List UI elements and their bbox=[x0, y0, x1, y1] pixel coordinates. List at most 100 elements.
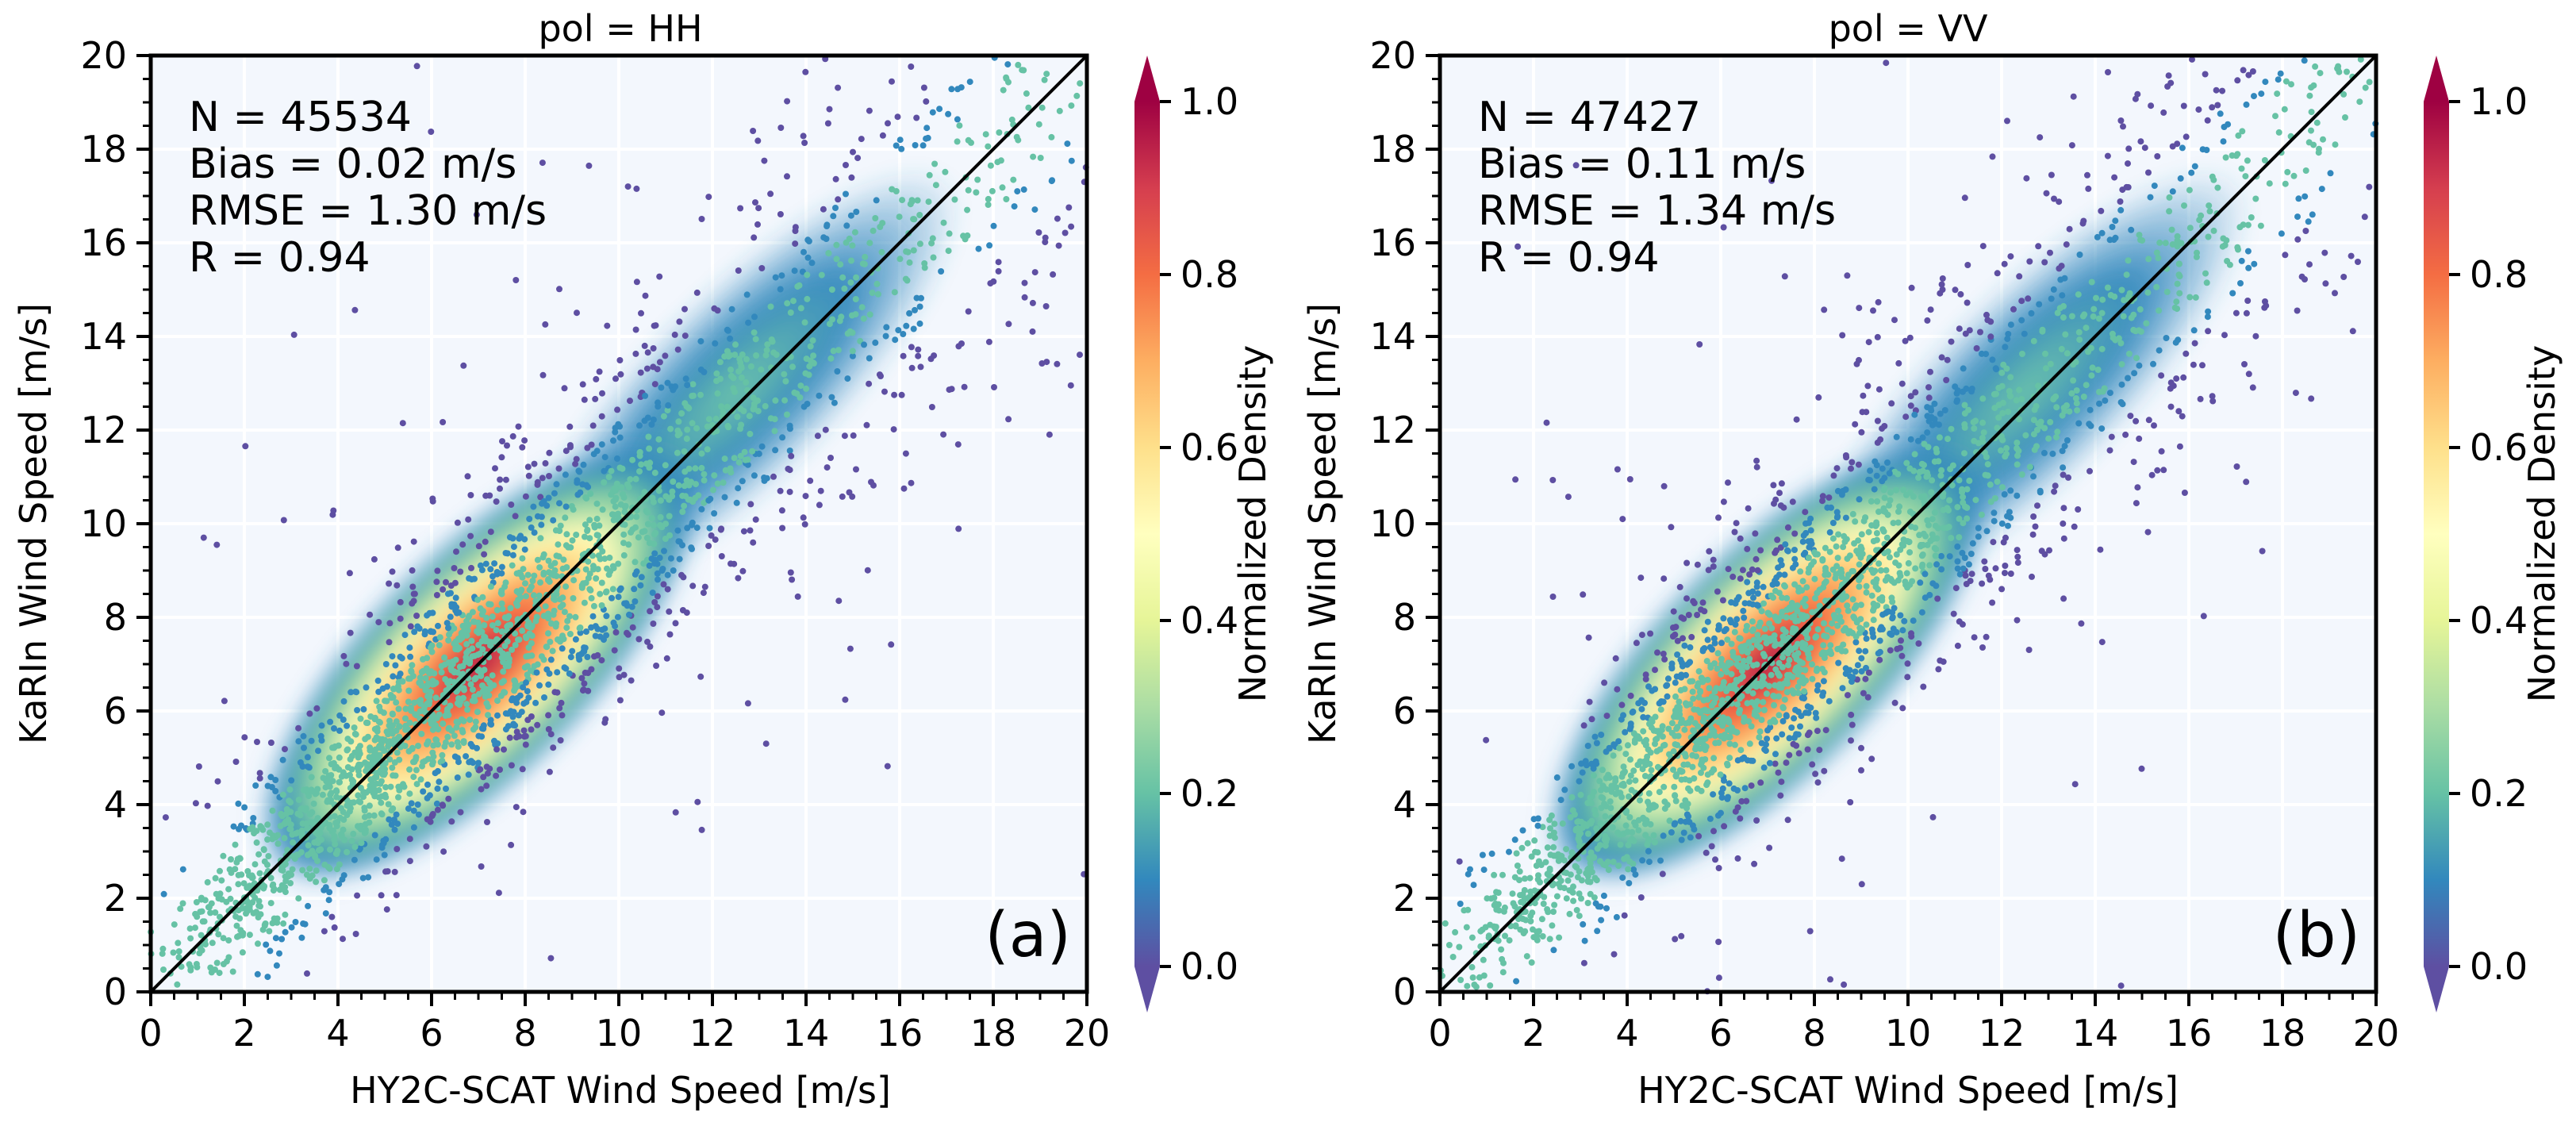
scatter-point bbox=[2160, 467, 2167, 474]
scatter-point bbox=[1841, 981, 1848, 988]
scatter-point bbox=[956, 122, 963, 129]
scatter-point bbox=[417, 776, 424, 783]
scatter-point bbox=[593, 375, 600, 382]
scatter-point bbox=[299, 866, 306, 874]
scatter-point bbox=[1849, 459, 1856, 466]
scatter-point bbox=[2302, 276, 2308, 282]
scatter-point bbox=[2169, 188, 2176, 195]
scatter-point bbox=[336, 712, 344, 719]
scatter-point bbox=[448, 741, 455, 748]
scatter-point bbox=[485, 712, 491, 719]
scatter-point bbox=[331, 924, 338, 931]
scatter-point bbox=[1879, 597, 1886, 604]
scatter-point bbox=[809, 337, 816, 344]
scatter-point bbox=[386, 639, 393, 646]
scatter-point bbox=[1840, 544, 1847, 551]
scatter-point bbox=[1880, 505, 1887, 512]
scatter-point bbox=[606, 554, 613, 561]
scatter-point bbox=[498, 679, 505, 686]
scatter-point bbox=[932, 182, 939, 189]
scatter-point bbox=[1725, 734, 1732, 740]
scatter-point bbox=[388, 821, 395, 828]
scatter-point bbox=[1791, 715, 1798, 722]
x-tick-labels: 0 2 4 6 8 10 12 14 16 18 20 bbox=[139, 1012, 1110, 1055]
scatter-point bbox=[791, 267, 798, 275]
scatter-point bbox=[1893, 433, 1900, 440]
scatter-point bbox=[2274, 90, 2281, 98]
scatter-point bbox=[1668, 829, 1675, 836]
scatter-point bbox=[1820, 642, 1827, 649]
scatter-point bbox=[1652, 667, 1658, 674]
scatter-point bbox=[1597, 842, 1603, 849]
scatter-point bbox=[1054, 215, 1061, 222]
scatter-point bbox=[1491, 871, 1498, 878]
scatter-point bbox=[1911, 411, 1918, 418]
scatter-point bbox=[463, 640, 470, 647]
scatter-point bbox=[784, 411, 790, 418]
scatter-point bbox=[2239, 128, 2246, 135]
scatter-point bbox=[2075, 420, 2083, 427]
scatter-point bbox=[521, 536, 528, 543]
scatter-point bbox=[486, 601, 493, 608]
scatter-point bbox=[1714, 665, 1721, 672]
scatter-point bbox=[2357, 56, 2364, 63]
scatter-point bbox=[1687, 834, 1694, 841]
scatter-point bbox=[174, 981, 181, 988]
scatter-point bbox=[282, 746, 288, 753]
scatter-point bbox=[295, 797, 302, 803]
scatter-point bbox=[1584, 900, 1591, 906]
scatter-point bbox=[603, 588, 610, 595]
scatter-point bbox=[808, 259, 816, 267]
scatter-point bbox=[1527, 888, 1534, 895]
scatter-point bbox=[591, 524, 598, 531]
scatter-point bbox=[916, 303, 923, 310]
scatter-point bbox=[2059, 448, 2066, 455]
scatter-point bbox=[317, 846, 324, 853]
scatter-point bbox=[1812, 770, 1819, 778]
scatter-point bbox=[681, 305, 688, 313]
scatter-point bbox=[610, 517, 617, 524]
scatter-point bbox=[454, 700, 461, 707]
scatter-point bbox=[1952, 286, 1959, 294]
scatter-point bbox=[281, 835, 288, 842]
scatter-point bbox=[674, 346, 681, 353]
scatter-point bbox=[801, 319, 808, 326]
scatter-point bbox=[1488, 895, 1495, 902]
scatter-point bbox=[1645, 836, 1652, 843]
scatter-point bbox=[2173, 375, 2180, 382]
scatter-point bbox=[1626, 814, 1634, 820]
scatter-point bbox=[651, 599, 658, 605]
scatter-point bbox=[1829, 520, 1837, 526]
scatter-point bbox=[695, 492, 702, 499]
scatter-point bbox=[2014, 452, 2021, 459]
scatter-point bbox=[1870, 538, 1877, 544]
scatter-point bbox=[389, 568, 396, 575]
scatter-point bbox=[1852, 518, 1859, 525]
scatter-point bbox=[650, 416, 657, 423]
scatter-point bbox=[340, 817, 347, 823]
scatter-point bbox=[2098, 229, 2106, 236]
scatter-point bbox=[1801, 688, 1808, 695]
scatter-point bbox=[402, 715, 409, 722]
scatter-point bbox=[1715, 514, 1722, 521]
scatter-point bbox=[305, 764, 313, 771]
scatter-point bbox=[557, 522, 564, 529]
scatter-point bbox=[1961, 402, 1968, 409]
scatter-point bbox=[800, 248, 807, 256]
scatter-point bbox=[494, 620, 501, 627]
scatter-point bbox=[1685, 612, 1692, 618]
scatter-point bbox=[735, 459, 743, 466]
scatter-point bbox=[651, 531, 658, 538]
scatter-point bbox=[1856, 647, 1863, 655]
scatter-point bbox=[1874, 333, 1881, 340]
scatter-point bbox=[1003, 75, 1010, 83]
scatter-point bbox=[1744, 578, 1751, 586]
scatter-point bbox=[305, 902, 312, 909]
scatter-point bbox=[1593, 740, 1600, 747]
scatter-point bbox=[624, 183, 632, 190]
scatter-point bbox=[393, 892, 400, 899]
scatter-point bbox=[651, 469, 658, 476]
scatter-point bbox=[2225, 121, 2232, 128]
scatter-point bbox=[1660, 482, 1668, 490]
scatter-point bbox=[2056, 305, 2063, 312]
